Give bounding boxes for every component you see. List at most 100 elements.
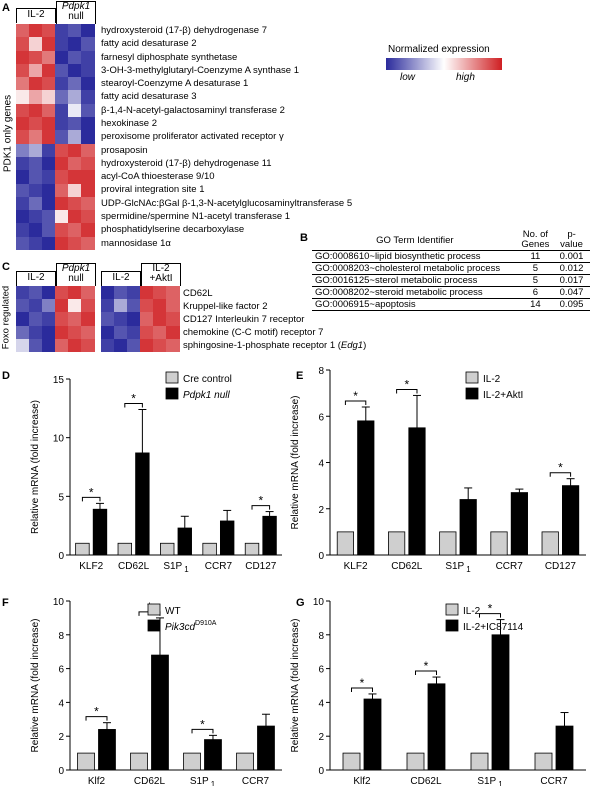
- gene-a-0: hydroxysteroid (17-β) dehydrogenase 7: [101, 25, 267, 36]
- x-tick-label: S1P 1: [477, 776, 503, 786]
- y-tick-label: 5: [58, 492, 64, 503]
- bar: [204, 739, 222, 771]
- panel-a-header-il2: IL-2: [16, 8, 56, 23]
- legend-label: WT: [165, 606, 181, 617]
- x-tick-label: CCR7: [540, 776, 568, 786]
- heatmap-a-cell: [81, 183, 95, 198]
- y-tick-label: 0: [318, 766, 324, 777]
- bar: [135, 452, 150, 556]
- legend-swatch: [465, 371, 479, 384]
- heatmap-a-cell: [42, 223, 56, 238]
- bar: [336, 531, 355, 556]
- heatmap-a-cell: [29, 196, 43, 211]
- heatmap-c-left-cell: [16, 286, 30, 300]
- significance-star: *: [94, 705, 99, 719]
- go-row: GO:0008610~lipid biosynthetic process 11 0…: [312, 251, 590, 263]
- bar: [236, 752, 254, 771]
- significance-star: *: [360, 676, 365, 690]
- heatmap-a-cell: [42, 50, 56, 65]
- heatmap-a-cell: [55, 236, 69, 251]
- heatmap-c-left-cell: [81, 312, 95, 327]
- bar: [555, 725, 574, 771]
- panel-a-letter: A: [2, 2, 10, 14]
- significance-bracket: [81, 496, 101, 502]
- x-tick-label: CD62L: [134, 776, 166, 786]
- heatmap-c-right-cell: [127, 325, 141, 340]
- heatmap-c-left-cell: [68, 312, 82, 327]
- heatmap-a-cell: [29, 170, 43, 185]
- heatmap-c-left-cell: [68, 299, 82, 313]
- heatmap-c-right-cell: [127, 286, 141, 300]
- panel-c-heatmap-left: [16, 286, 95, 353]
- panel-a-gene-list: hydroxysteroid (17-β) dehydrogenase 7 fat…: [101, 24, 352, 250]
- x-tick-label: CCR7: [205, 561, 233, 572]
- heatmap-a-cell: [16, 77, 30, 91]
- y-tick-label: 6: [58, 665, 64, 676]
- y-axis-label: Relative mRNA (fold increase): [290, 619, 301, 753]
- gene-a-10: hydroxysteroid (17-β) dehydrogenase 11: [101, 157, 272, 169]
- heatmap-a-cell: [81, 223, 95, 238]
- significance-bracket: [85, 716, 108, 721]
- heatmap-c-right-cell: [101, 286, 115, 300]
- significance-bracket: [549, 472, 572, 477]
- heatmap-a-cell: [42, 77, 56, 91]
- heatmap-c-left-cell: [81, 338, 95, 353]
- panel-a-heatmap: [16, 24, 95, 251]
- bar: [408, 427, 426, 556]
- go-gene-count: 5: [532, 263, 539, 274]
- heatmap-a-cell: [68, 196, 82, 211]
- heatmap-c-left-cell: [16, 338, 30, 353]
- heatmap-a-cell: [68, 223, 82, 238]
- bar: [177, 527, 192, 556]
- heatmap-a-cell: [68, 63, 82, 78]
- x-tick-label: Klf2: [353, 776, 371, 786]
- heatmap-a-cell: [81, 210, 95, 224]
- heatmap-a-cell: [81, 117, 95, 131]
- significance-bracket: [351, 687, 373, 692]
- gene-c-2: CD127 Interleukin 7 receptor: [183, 314, 305, 325]
- y-tick-label: 10: [313, 597, 325, 608]
- x-tick-label: CD62L: [118, 561, 150, 572]
- heatmap-a-cell: [68, 236, 82, 251]
- panel-e-letter: E: [296, 370, 303, 382]
- heatmap-a-cell: [16, 170, 30, 185]
- bar: [98, 729, 116, 771]
- bar: [534, 752, 553, 771]
- heatmap-a-cell: [29, 156, 43, 171]
- heatmap-a-cell: [42, 37, 56, 52]
- legend-label: Pik3cdD910A: [165, 620, 217, 633]
- heatmap-c-right-cell: [166, 338, 180, 353]
- y-axis-label: Relative mRNA (fold increase): [30, 619, 41, 753]
- heatmap-a-cell: [55, 103, 69, 118]
- heatmap-a-cell: [16, 37, 30, 52]
- bar: [244, 542, 260, 556]
- gene-a-14: spermidine/spermine N1-acetyl transferas…: [101, 210, 291, 222]
- heatmap-c-left-cell: [42, 338, 56, 353]
- legend-swatch: [165, 387, 179, 400]
- heatmap-a-cell: [81, 156, 95, 171]
- gene-a-7: hexokinase 2: [101, 117, 157, 129]
- panel-c-heatmap-right: [101, 286, 180, 353]
- heatmap-c-right-cell: [140, 299, 154, 313]
- heatmap-c-left-cell: [16, 325, 30, 340]
- y-tick-label: 8: [318, 366, 324, 377]
- heatmap-c-right-cell: [153, 338, 167, 353]
- x-tick-label: S1P 1: [163, 561, 189, 574]
- legend-swatch: [445, 603, 459, 616]
- bar: [130, 752, 148, 771]
- heatmap-c-right-cell: [166, 299, 180, 313]
- gene-a-2: farnesyl diphosphate synthetase: [101, 51, 238, 63]
- heatmap-a-cell: [29, 50, 43, 65]
- y-tick-label: 4: [318, 459, 324, 470]
- heatmap-a-cell: [16, 63, 30, 78]
- significance-star: *: [488, 602, 493, 616]
- heatmap-a-cell: [55, 223, 69, 238]
- x-tick-label: KLF2: [344, 561, 368, 572]
- heatmap-a-cell: [16, 210, 30, 224]
- gene-a-8: peroxisome proliferator activated recept…: [101, 131, 284, 143]
- panel-b-letter: B: [300, 232, 308, 244]
- heatmap-a-cell: [16, 90, 30, 105]
- heatmap-a-cell: [55, 183, 69, 198]
- bar: [257, 725, 275, 771]
- heatmap-c-left-cell: [16, 299, 30, 313]
